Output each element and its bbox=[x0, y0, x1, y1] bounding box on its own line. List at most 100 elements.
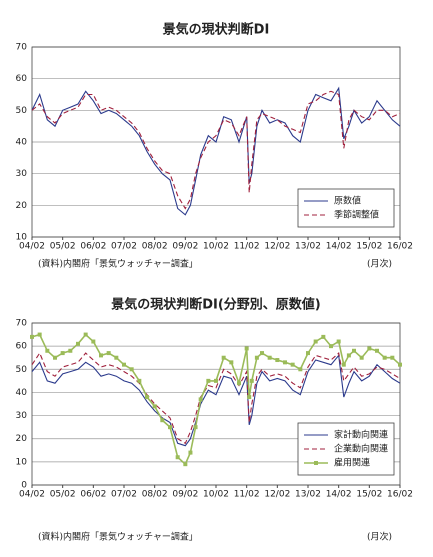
point-marker bbox=[145, 395, 149, 400]
x-tick-label: 08/02 bbox=[142, 242, 168, 252]
point-marker bbox=[352, 348, 356, 353]
point-marker bbox=[99, 353, 103, 358]
x-tick-label: 04/02 bbox=[19, 490, 45, 500]
y-tick-label: 70 bbox=[16, 43, 28, 53]
x-tick-label: 11/02 bbox=[234, 490, 260, 500]
point-marker bbox=[367, 346, 372, 351]
point-marker bbox=[341, 362, 346, 367]
x-tick-label: 16/02 bbox=[387, 490, 413, 500]
y-tick-label: 20 bbox=[16, 434, 28, 444]
y-tick-label: 40 bbox=[16, 388, 28, 398]
unit-note: (月次) bbox=[367, 531, 392, 543]
point-marker bbox=[152, 404, 157, 409]
point-marker bbox=[290, 362, 295, 367]
point-marker bbox=[37, 332, 42, 337]
point-marker bbox=[45, 348, 50, 353]
point-marker bbox=[244, 346, 249, 351]
point-marker bbox=[321, 334, 326, 339]
point-marker bbox=[267, 355, 272, 360]
series-line bbox=[31, 354, 401, 447]
point-marker bbox=[114, 355, 119, 360]
point-marker bbox=[68, 348, 73, 353]
x-tick-label: 06/02 bbox=[80, 242, 106, 252]
x-tick-label: 13/02 bbox=[295, 490, 321, 500]
y-tick-label: 0 bbox=[21, 481, 27, 491]
y-tick-label: 10 bbox=[16, 457, 28, 467]
y-tick-label: 70 bbox=[16, 319, 28, 329]
y-tick-label: 30 bbox=[16, 169, 28, 179]
point-marker bbox=[137, 378, 142, 383]
point-marker bbox=[160, 418, 165, 423]
x-tick-label: 16/02 bbox=[387, 242, 413, 252]
point-marker bbox=[306, 351, 310, 356]
x-tick-label: 05/02 bbox=[50, 242, 76, 252]
point-marker bbox=[249, 378, 254, 383]
point-marker bbox=[390, 355, 395, 360]
x-tick-label: 07/02 bbox=[111, 242, 137, 252]
legend-label: 雇用関連 bbox=[334, 457, 370, 469]
x-tick-label: 08/02 bbox=[142, 490, 168, 500]
plot-frame bbox=[31, 322, 401, 486]
legend-label: 季節調整値 bbox=[334, 209, 379, 221]
point-marker bbox=[313, 339, 318, 344]
x-tick-label: 15/02 bbox=[356, 242, 382, 252]
legend-label: 企業動向関連 bbox=[334, 443, 388, 455]
point-marker bbox=[346, 353, 351, 358]
x-tick-label: 12/02 bbox=[264, 490, 290, 500]
point-marker bbox=[375, 348, 379, 353]
point-marker bbox=[188, 450, 193, 455]
x-tick-label: 13/02 bbox=[295, 242, 321, 252]
source-note: (資料)内閣府「景気ウォッチャー調査」 bbox=[38, 258, 198, 270]
point-marker bbox=[83, 332, 88, 337]
x-tick-label: 06/02 bbox=[80, 490, 106, 500]
y-tick-label: 30 bbox=[16, 411, 28, 421]
x-tick-label: 15/02 bbox=[356, 490, 382, 500]
point-marker bbox=[122, 362, 126, 367]
source-note: (資料)内閣府「景気ウォッチャー調査」 bbox=[38, 531, 198, 543]
y-tick-label: 60 bbox=[16, 342, 28, 352]
point-marker bbox=[336, 339, 341, 344]
y-tick-label: 60 bbox=[16, 74, 28, 84]
point-marker bbox=[175, 455, 180, 460]
x-tick-label: 04/02 bbox=[19, 242, 45, 252]
point-marker bbox=[398, 362, 402, 367]
point-marker bbox=[168, 425, 172, 430]
point-marker bbox=[247, 395, 252, 400]
x-tick-label: 10/02 bbox=[203, 490, 229, 500]
point-marker bbox=[283, 360, 287, 365]
point-marker bbox=[221, 355, 226, 360]
series-line bbox=[31, 90, 401, 210]
point-marker bbox=[254, 355, 259, 360]
point-marker bbox=[382, 355, 387, 360]
plot-frame bbox=[31, 46, 401, 238]
point-marker bbox=[53, 355, 57, 360]
point-marker bbox=[359, 355, 364, 360]
series-line bbox=[31, 351, 401, 445]
x-tick-label: 11/02 bbox=[234, 242, 260, 252]
y-tick-label: 40 bbox=[16, 138, 28, 148]
legend-label: 家計動向関連 bbox=[334, 429, 388, 441]
x-tick-label: 05/02 bbox=[50, 490, 76, 500]
y-tick-label: 10 bbox=[16, 233, 28, 243]
legend-box bbox=[297, 188, 395, 228]
y-tick-label: 20 bbox=[16, 201, 28, 211]
x-tick-label: 14/02 bbox=[326, 242, 352, 252]
point-marker bbox=[260, 351, 264, 356]
point-marker bbox=[193, 425, 198, 430]
point-marker bbox=[214, 378, 218, 383]
point-marker bbox=[298, 367, 303, 372]
chart-title: 景気の現状判断DI(分野別、原数値) bbox=[111, 297, 321, 313]
point-marker bbox=[76, 341, 80, 346]
x-tick-label: 10/02 bbox=[203, 242, 229, 252]
point-marker bbox=[206, 378, 211, 383]
x-tick-label: 07/02 bbox=[111, 490, 137, 500]
point-marker bbox=[91, 339, 96, 344]
legend-marker bbox=[314, 461, 318, 465]
point-marker bbox=[237, 381, 241, 386]
point-marker bbox=[30, 334, 34, 339]
chart-title: 景気の現状判断DI bbox=[163, 22, 270, 38]
y-tick-label: 50 bbox=[16, 365, 28, 375]
series-line bbox=[31, 86, 401, 216]
legend-label: 原数値 bbox=[334, 195, 361, 207]
